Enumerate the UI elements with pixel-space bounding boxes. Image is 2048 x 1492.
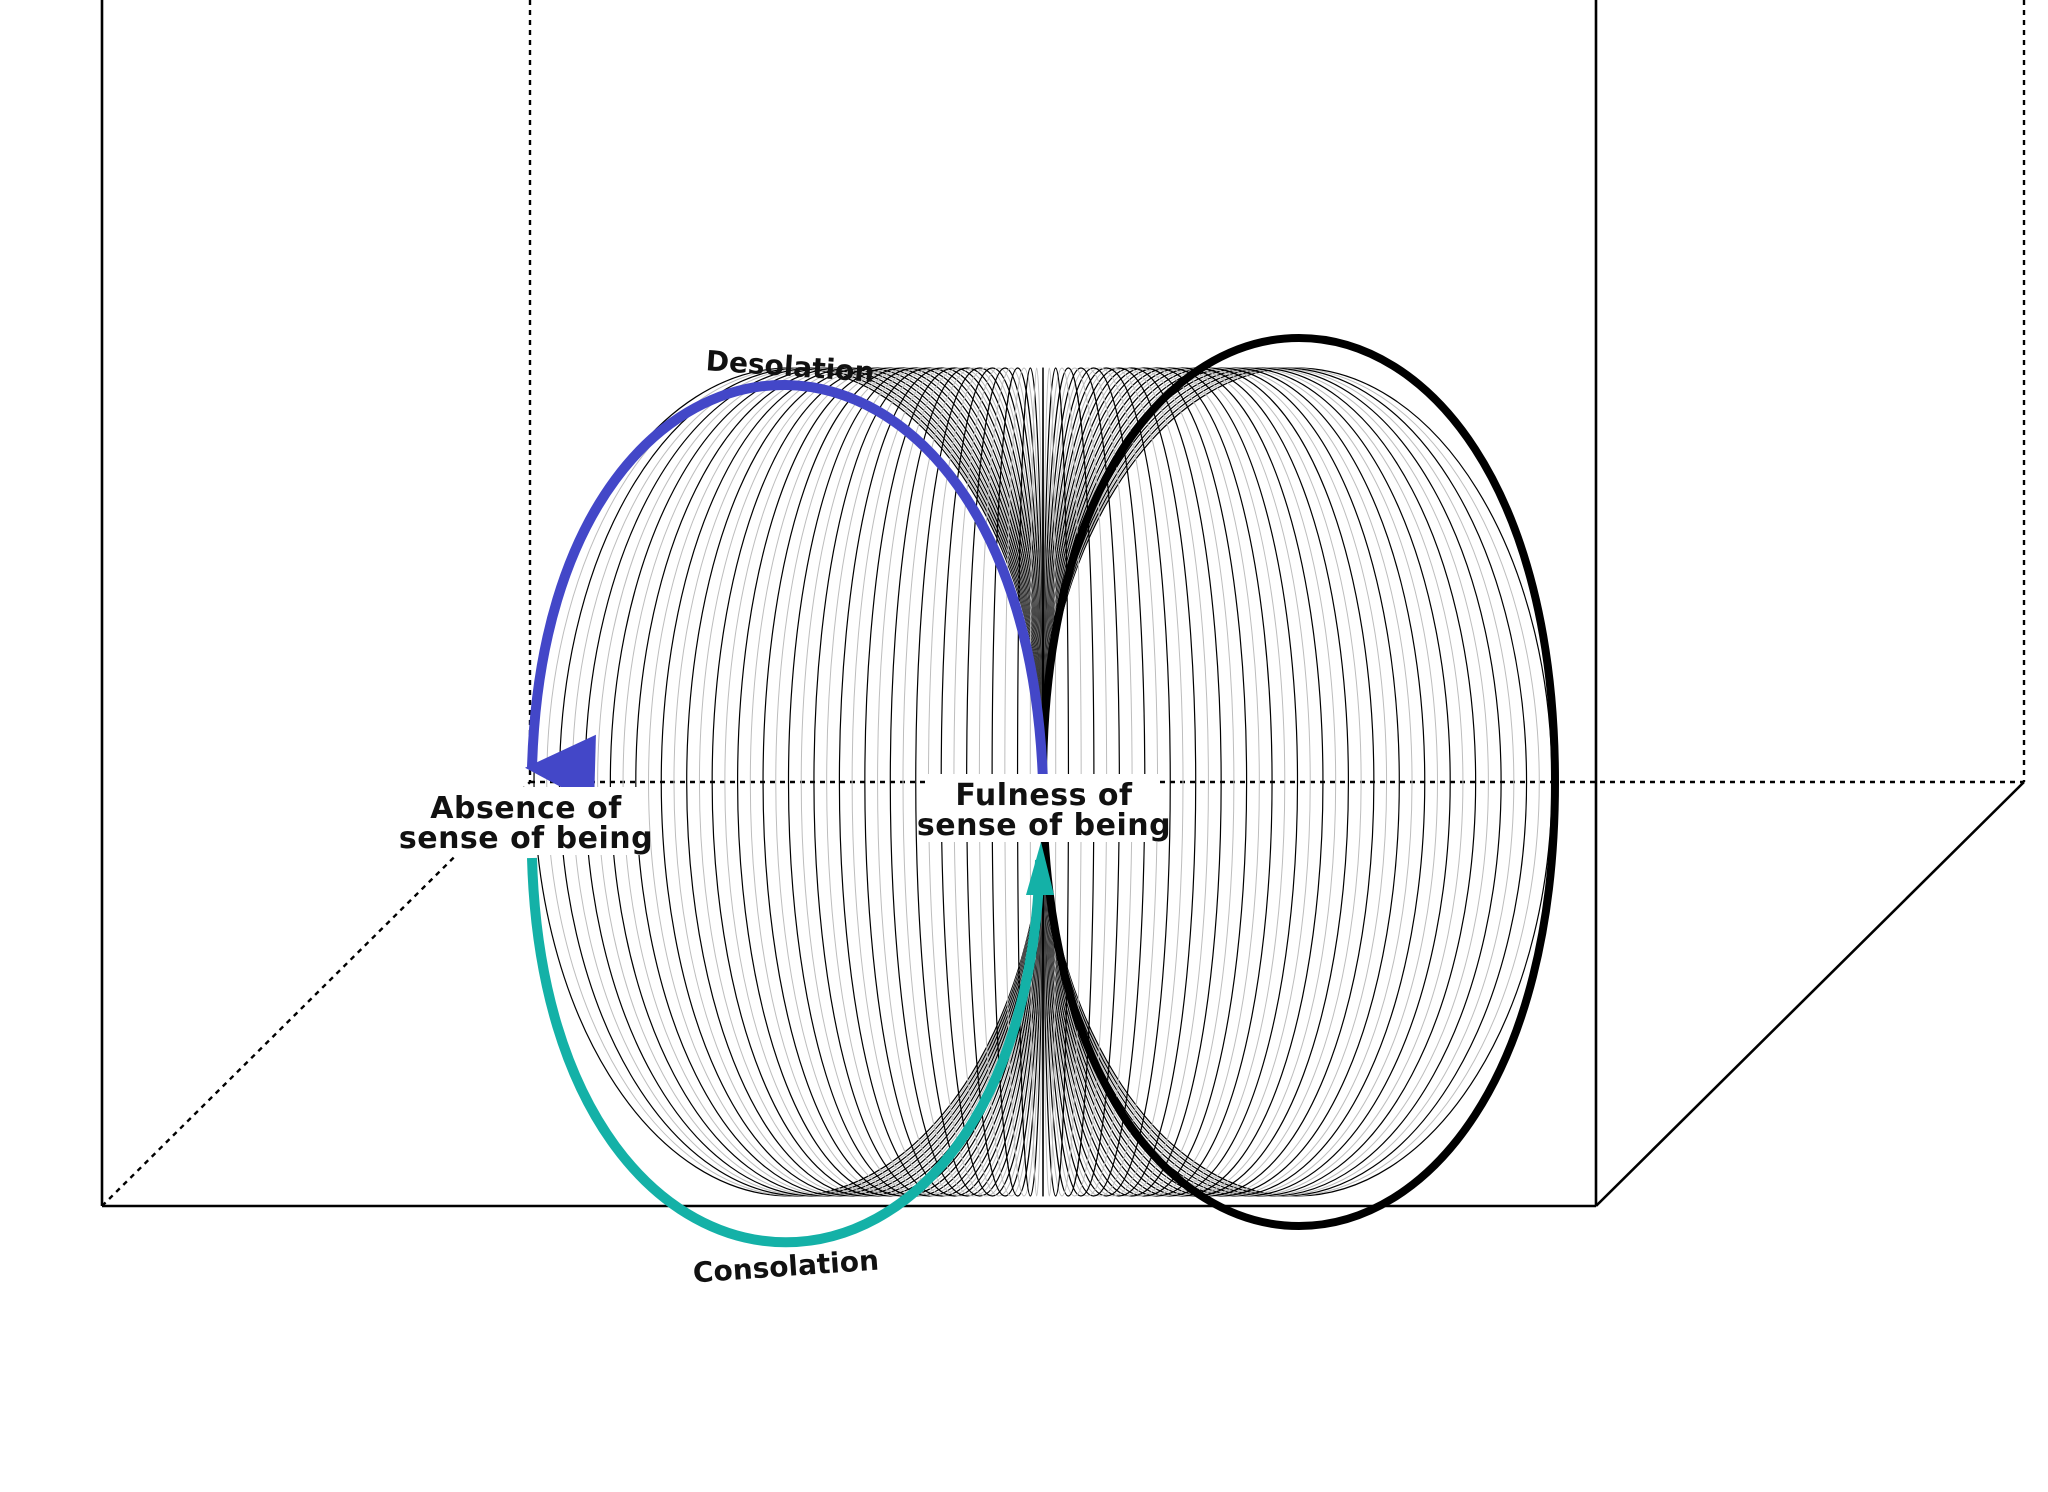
box-floor-right-diagonal [1596,782,2024,1206]
desolation-arc [532,385,1043,782]
fulness-label-line2: sense of being [917,808,1171,843]
consolation-label: Consolation [692,1244,880,1290]
absence-label-line2: sense of being [399,821,653,856]
